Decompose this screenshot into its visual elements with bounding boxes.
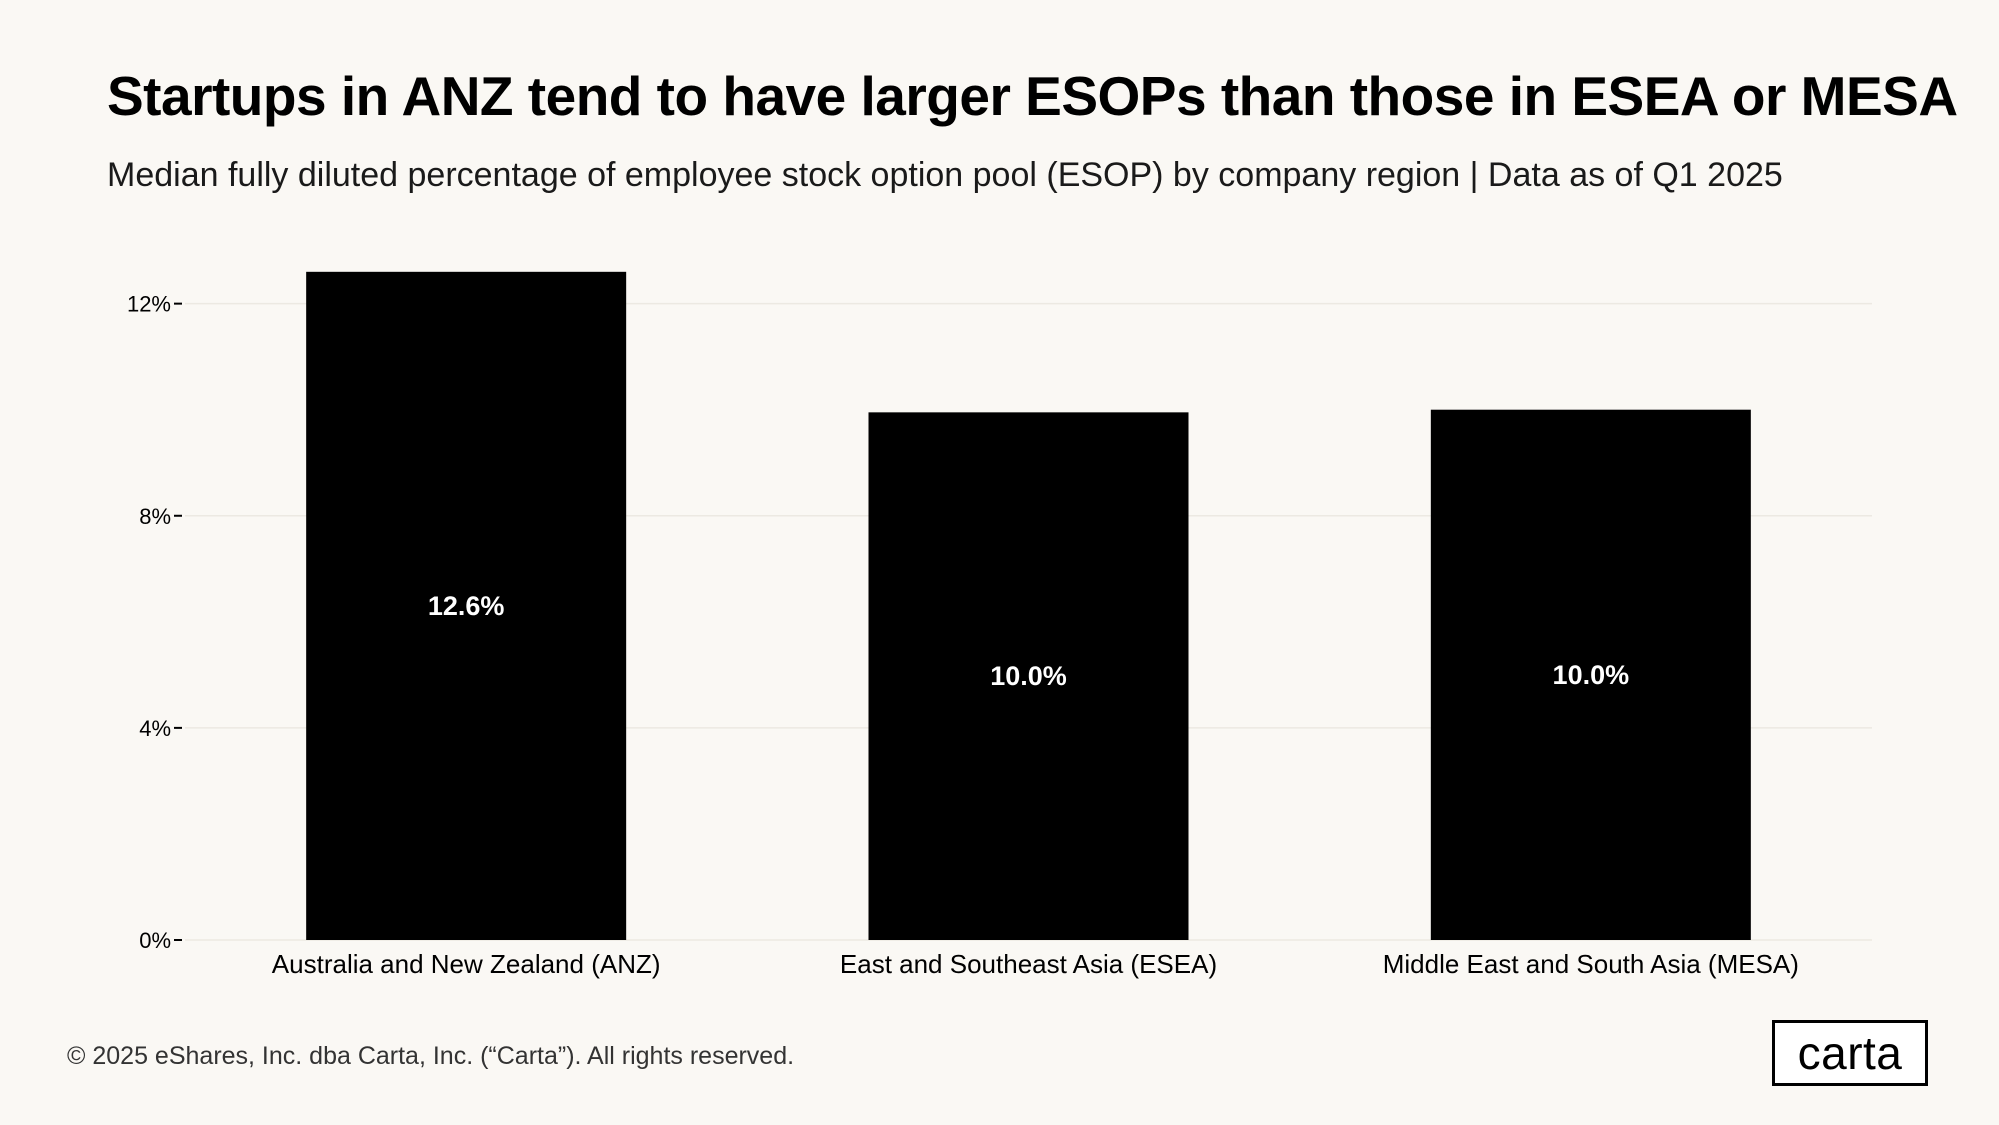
data-label: 12.6% xyxy=(428,591,505,621)
y-axis: 0% 4% 8% 12% xyxy=(127,292,182,953)
bar xyxy=(868,412,1189,940)
data-label: 10.0% xyxy=(990,661,1067,691)
bar xyxy=(306,271,627,940)
bars: 12.6% 10.0% 10.0% xyxy=(306,271,1751,940)
x-axis: Australia and New Zealand (ANZ) East and … xyxy=(272,949,1799,979)
copyright-notice: © 2025 eShares, Inc. dba Carta, Inc. (“C… xyxy=(67,1042,795,1070)
carta-logo: carta xyxy=(1772,1020,1928,1086)
y-tick-label: 0% xyxy=(139,928,171,953)
y-tick-label: 4% xyxy=(139,716,171,741)
y-tick-label: 12% xyxy=(127,292,171,317)
x-tick-label: East and Southeast Asia (ESEA) xyxy=(840,949,1217,979)
chart-subtitle: Median fully diluted percentage of emplo… xyxy=(107,156,1783,194)
x-tick-label: Middle East and South Asia (MESA) xyxy=(1383,949,1799,979)
bar xyxy=(1430,409,1751,940)
chart-title: Startups in ANZ tend to have larger ESOP… xyxy=(107,65,1958,127)
y-tick-label: 8% xyxy=(139,504,171,529)
x-tick-label: Australia and New Zealand (ANZ) xyxy=(272,949,661,979)
data-label: 10.0% xyxy=(1553,660,1630,690)
